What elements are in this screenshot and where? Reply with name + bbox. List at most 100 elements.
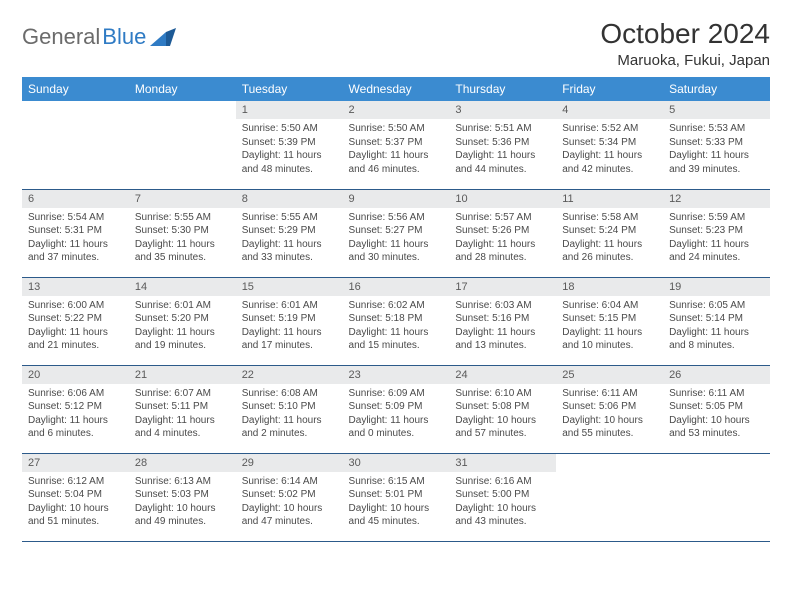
day-number: 15	[236, 278, 343, 296]
day-number: 5	[663, 101, 770, 119]
calendar-cell: 11Sunrise: 5:58 AMSunset: 5:24 PMDayligh…	[556, 189, 663, 277]
day-number: 2	[343, 101, 450, 119]
day-number: 4	[556, 101, 663, 119]
day-number: 16	[343, 278, 450, 296]
calendar-cell: 4Sunrise: 5:52 AMSunset: 5:34 PMDaylight…	[556, 101, 663, 189]
day-number: 24	[449, 366, 556, 384]
calendar-cell: 26Sunrise: 6:11 AMSunset: 5:05 PMDayligh…	[663, 365, 770, 453]
day-details: Sunrise: 6:00 AMSunset: 5:22 PMDaylight:…	[22, 296, 129, 356]
day-details: Sunrise: 5:52 AMSunset: 5:34 PMDaylight:…	[556, 119, 663, 179]
weekday-header: Friday	[556, 77, 663, 101]
calendar-cell	[556, 453, 663, 541]
location: Maruoka, Fukui, Japan	[600, 52, 770, 69]
day-details: Sunrise: 5:56 AMSunset: 5:27 PMDaylight:…	[343, 208, 450, 268]
month-title: October 2024	[600, 18, 770, 50]
day-details: Sunrise: 6:07 AMSunset: 5:11 PMDaylight:…	[129, 384, 236, 444]
day-details: Sunrise: 6:16 AMSunset: 5:00 PMDaylight:…	[449, 472, 556, 532]
day-number: 21	[129, 366, 236, 384]
day-details: Sunrise: 6:05 AMSunset: 5:14 PMDaylight:…	[663, 296, 770, 356]
day-number: 3	[449, 101, 556, 119]
day-details: Sunrise: 5:50 AMSunset: 5:39 PMDaylight:…	[236, 119, 343, 179]
day-number: 23	[343, 366, 450, 384]
calendar-cell: 23Sunrise: 6:09 AMSunset: 5:09 PMDayligh…	[343, 365, 450, 453]
calendar-cell: 8Sunrise: 5:55 AMSunset: 5:29 PMDaylight…	[236, 189, 343, 277]
day-details: Sunrise: 5:55 AMSunset: 5:30 PMDaylight:…	[129, 208, 236, 268]
day-details: Sunrise: 6:01 AMSunset: 5:19 PMDaylight:…	[236, 296, 343, 356]
day-details: Sunrise: 6:14 AMSunset: 5:02 PMDaylight:…	[236, 472, 343, 532]
day-number: 1	[236, 101, 343, 119]
day-number: 18	[556, 278, 663, 296]
day-number: 6	[22, 190, 129, 208]
day-number: 26	[663, 366, 770, 384]
weekday-header: Thursday	[449, 77, 556, 101]
day-details: Sunrise: 6:15 AMSunset: 5:01 PMDaylight:…	[343, 472, 450, 532]
calendar-cell: 15Sunrise: 6:01 AMSunset: 5:19 PMDayligh…	[236, 277, 343, 365]
calendar-cell	[663, 453, 770, 541]
day-number: 29	[236, 454, 343, 472]
logo-text-2: Blue	[102, 24, 146, 50]
calendar-cell: 14Sunrise: 6:01 AMSunset: 5:20 PMDayligh…	[129, 277, 236, 365]
day-number: 28	[129, 454, 236, 472]
calendar-cell	[22, 101, 129, 189]
day-number: 11	[556, 190, 663, 208]
day-details: Sunrise: 6:02 AMSunset: 5:18 PMDaylight:…	[343, 296, 450, 356]
calendar-table: SundayMondayTuesdayWednesdayThursdayFrid…	[22, 77, 770, 542]
calendar-cell: 12Sunrise: 5:59 AMSunset: 5:23 PMDayligh…	[663, 189, 770, 277]
day-details: Sunrise: 6:13 AMSunset: 5:03 PMDaylight:…	[129, 472, 236, 532]
day-number: 22	[236, 366, 343, 384]
logo-text-1: General	[22, 24, 100, 50]
day-details: Sunrise: 6:03 AMSunset: 5:16 PMDaylight:…	[449, 296, 556, 356]
weekday-header: Tuesday	[236, 77, 343, 101]
calendar-cell: 7Sunrise: 5:55 AMSunset: 5:30 PMDaylight…	[129, 189, 236, 277]
logo: GeneralBlue	[22, 24, 176, 50]
calendar-cell: 29Sunrise: 6:14 AMSunset: 5:02 PMDayligh…	[236, 453, 343, 541]
calendar-cell: 20Sunrise: 6:06 AMSunset: 5:12 PMDayligh…	[22, 365, 129, 453]
day-details: Sunrise: 6:11 AMSunset: 5:06 PMDaylight:…	[556, 384, 663, 444]
day-details: Sunrise: 5:53 AMSunset: 5:33 PMDaylight:…	[663, 119, 770, 179]
calendar-cell: 18Sunrise: 6:04 AMSunset: 5:15 PMDayligh…	[556, 277, 663, 365]
day-number: 25	[556, 366, 663, 384]
day-number: 13	[22, 278, 129, 296]
day-number: 17	[449, 278, 556, 296]
calendar-cell: 3Sunrise: 5:51 AMSunset: 5:36 PMDaylight…	[449, 101, 556, 189]
weekday-header: Sunday	[22, 77, 129, 101]
calendar-cell: 30Sunrise: 6:15 AMSunset: 5:01 PMDayligh…	[343, 453, 450, 541]
day-details: Sunrise: 6:06 AMSunset: 5:12 PMDaylight:…	[22, 384, 129, 444]
calendar-cell: 9Sunrise: 5:56 AMSunset: 5:27 PMDaylight…	[343, 189, 450, 277]
calendar-cell: 13Sunrise: 6:00 AMSunset: 5:22 PMDayligh…	[22, 277, 129, 365]
day-number: 9	[343, 190, 450, 208]
day-details: Sunrise: 6:09 AMSunset: 5:09 PMDaylight:…	[343, 384, 450, 444]
calendar-cell	[129, 101, 236, 189]
day-details: Sunrise: 5:55 AMSunset: 5:29 PMDaylight:…	[236, 208, 343, 268]
calendar-cell: 17Sunrise: 6:03 AMSunset: 5:16 PMDayligh…	[449, 277, 556, 365]
calendar-cell: 21Sunrise: 6:07 AMSunset: 5:11 PMDayligh…	[129, 365, 236, 453]
weekday-header: Wednesday	[343, 77, 450, 101]
calendar-cell: 31Sunrise: 6:16 AMSunset: 5:00 PMDayligh…	[449, 453, 556, 541]
day-details: Sunrise: 6:04 AMSunset: 5:15 PMDaylight:…	[556, 296, 663, 356]
weekday-header: Saturday	[663, 77, 770, 101]
calendar-cell: 10Sunrise: 5:57 AMSunset: 5:26 PMDayligh…	[449, 189, 556, 277]
day-details: Sunrise: 6:11 AMSunset: 5:05 PMDaylight:…	[663, 384, 770, 444]
calendar-cell: 2Sunrise: 5:50 AMSunset: 5:37 PMDaylight…	[343, 101, 450, 189]
day-number: 12	[663, 190, 770, 208]
day-number: 20	[22, 366, 129, 384]
day-number: 8	[236, 190, 343, 208]
day-number: 10	[449, 190, 556, 208]
day-details: Sunrise: 6:10 AMSunset: 5:08 PMDaylight:…	[449, 384, 556, 444]
day-number: 27	[22, 454, 129, 472]
calendar-cell: 28Sunrise: 6:13 AMSunset: 5:03 PMDayligh…	[129, 453, 236, 541]
day-number: 19	[663, 278, 770, 296]
day-details: Sunrise: 6:12 AMSunset: 5:04 PMDaylight:…	[22, 472, 129, 532]
calendar-cell: 1Sunrise: 5:50 AMSunset: 5:39 PMDaylight…	[236, 101, 343, 189]
day-number: 31	[449, 454, 556, 472]
day-details: Sunrise: 5:54 AMSunset: 5:31 PMDaylight:…	[22, 208, 129, 268]
day-details: Sunrise: 5:50 AMSunset: 5:37 PMDaylight:…	[343, 119, 450, 179]
logo-icon	[150, 28, 176, 46]
day-details: Sunrise: 5:57 AMSunset: 5:26 PMDaylight:…	[449, 208, 556, 268]
day-details: Sunrise: 5:59 AMSunset: 5:23 PMDaylight:…	[663, 208, 770, 268]
day-number: 7	[129, 190, 236, 208]
calendar-cell: 25Sunrise: 6:11 AMSunset: 5:06 PMDayligh…	[556, 365, 663, 453]
day-details: Sunrise: 6:08 AMSunset: 5:10 PMDaylight:…	[236, 384, 343, 444]
calendar-cell: 19Sunrise: 6:05 AMSunset: 5:14 PMDayligh…	[663, 277, 770, 365]
calendar-cell: 6Sunrise: 5:54 AMSunset: 5:31 PMDaylight…	[22, 189, 129, 277]
